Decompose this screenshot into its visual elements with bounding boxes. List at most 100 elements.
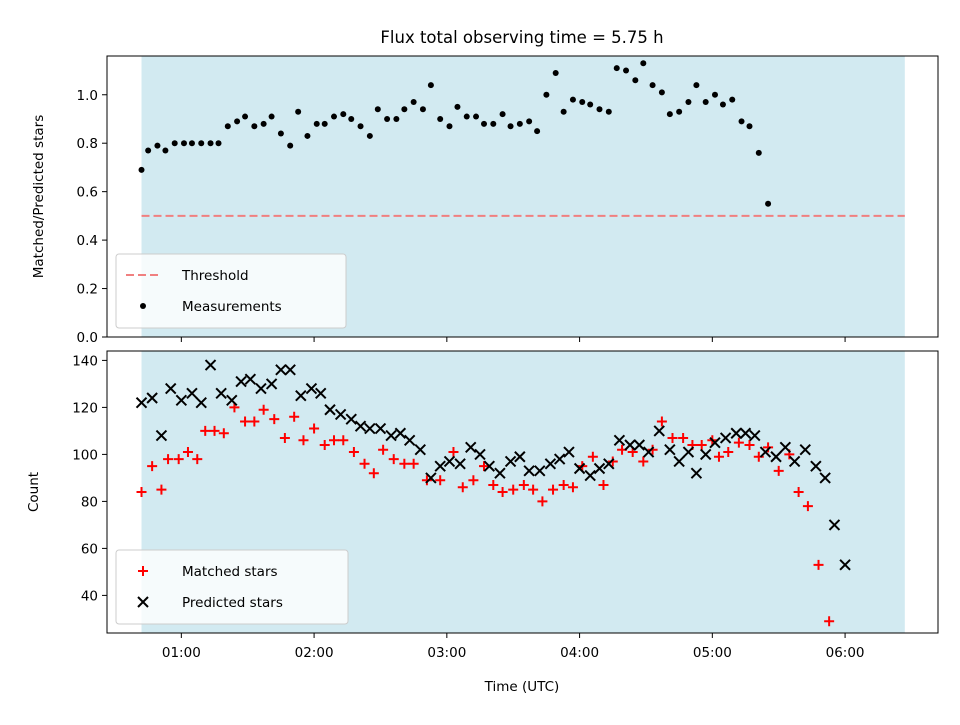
data-point (268, 113, 275, 120)
data-point (673, 455, 685, 468)
data-point (345, 413, 357, 425)
data-point (224, 123, 231, 130)
data-point (374, 106, 381, 113)
data-point (613, 434, 626, 447)
data-point (709, 436, 721, 449)
data-point (656, 416, 667, 427)
data-point (182, 447, 193, 458)
data-point (200, 425, 211, 436)
data-point (711, 91, 718, 98)
legend-label: Measurements (182, 299, 282, 315)
data-point (188, 140, 195, 147)
data-point (685, 99, 692, 106)
series-measurements (138, 60, 772, 207)
x-tick-label: 02:00 (295, 645, 334, 661)
y-tick-label: 100 (72, 447, 98, 463)
data-point (587, 451, 598, 462)
data-point (298, 435, 309, 446)
data-point (180, 140, 187, 147)
legend-label: Matched stars (182, 564, 278, 580)
data-point (156, 484, 167, 495)
data-point (563, 446, 575, 458)
ratio-panel: 0.0 0.2 0.4 0.6 0.8 1.0 Matched/Predicted star… (31, 55, 939, 346)
data-point (446, 123, 453, 130)
data-point (699, 448, 712, 461)
data-point (690, 467, 703, 479)
data-point (497, 487, 508, 497)
data-point (534, 128, 541, 135)
data-point (378, 444, 389, 455)
chart-title: Flux total observing time = 5.75 h (380, 28, 663, 47)
data-point (279, 432, 290, 443)
data-point (633, 439, 646, 451)
data-point (260, 120, 267, 127)
data-point (240, 416, 251, 427)
data-point (348, 115, 355, 122)
data-point (364, 422, 376, 435)
data-point (623, 67, 630, 74)
data-point (463, 113, 470, 120)
data-point (642, 446, 655, 458)
data-point (603, 458, 615, 470)
data-point (145, 147, 152, 154)
data-point (394, 427, 407, 439)
data-point (186, 387, 198, 400)
data-point (468, 475, 479, 486)
data-point (163, 454, 174, 465)
data-point (552, 69, 559, 76)
data-point (558, 479, 569, 490)
data-point (457, 482, 468, 493)
legend-box (115, 253, 347, 329)
y-tick-label: 0.2 (77, 282, 98, 298)
data-point (548, 484, 559, 495)
data-point (560, 108, 567, 115)
data-point (309, 423, 320, 434)
data-point (192, 454, 203, 465)
data-point (746, 123, 753, 130)
y-tick-label: 60 (81, 541, 98, 557)
data-point (605, 108, 612, 115)
y-tick-label: 80 (81, 494, 98, 510)
data-point (518, 479, 529, 490)
data-point (427, 82, 434, 89)
series-matched-stars (136, 402, 835, 627)
data-point (195, 396, 207, 409)
data-point (773, 465, 784, 476)
data-point (393, 115, 400, 122)
data-point (448, 447, 459, 458)
data-point (162, 147, 169, 154)
data-point (435, 475, 446, 486)
data-point (779, 441, 792, 454)
data-point (368, 468, 379, 479)
data-point (235, 375, 247, 388)
data-point (388, 454, 399, 465)
data-point (584, 469, 596, 482)
data-point (328, 435, 339, 446)
data-point (638, 456, 649, 467)
data-point (526, 118, 533, 125)
data-point (207, 140, 214, 147)
legend: Matched stars Predicted stars (115, 549, 349, 625)
y-tick-label: 0.8 (77, 136, 98, 152)
legend-x-swatch (137, 596, 149, 608)
data-point (340, 111, 347, 118)
data-point (414, 443, 426, 456)
data-point (242, 113, 249, 120)
data-point (289, 411, 300, 422)
data-point (421, 475, 432, 486)
y-axis-label: Matched/Predicted stars (31, 115, 47, 278)
data-point (733, 437, 744, 448)
x-tick-label: 03:00 (427, 645, 466, 661)
data-point (723, 447, 734, 458)
data-point (319, 440, 330, 450)
data-point (366, 132, 373, 139)
data-point (265, 378, 278, 390)
data-point (793, 487, 804, 497)
data-point (255, 382, 267, 395)
data-point (819, 472, 831, 484)
data-point (483, 460, 496, 472)
data-point (678, 432, 689, 443)
data-point (653, 425, 665, 437)
